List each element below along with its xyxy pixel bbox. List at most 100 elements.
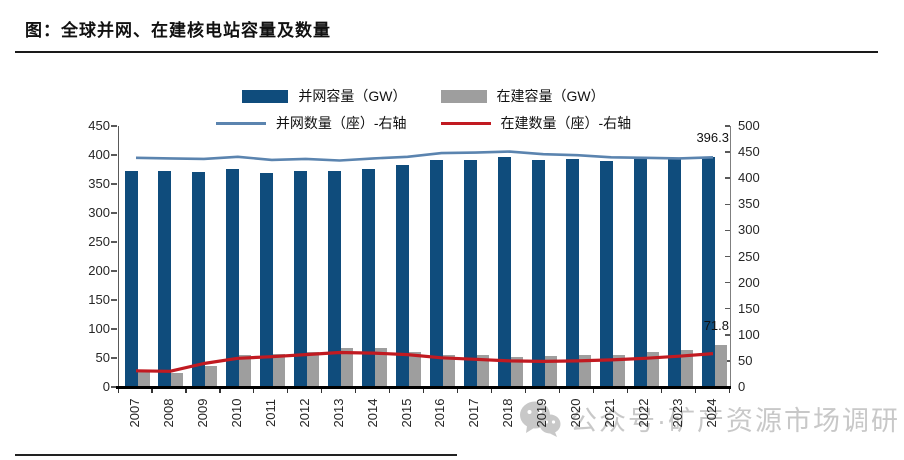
x-axis-tick [253,388,255,393]
x-axis-tick [355,388,357,393]
under-capacity-bar [375,348,388,387]
right-axis-tick-label: 0 [738,379,746,394]
legend-item-under-capacity: 在建容量（GW） [440,86,605,106]
right-axis-tick-label: 150 [738,300,760,316]
right-axis-tick [725,203,730,206]
grid-capacity-bar [294,170,308,387]
grid-capacity-bar [667,159,681,387]
x-axis-tick [287,388,289,393]
title-divider [15,51,878,53]
under-capacity-bar [171,372,184,387]
x-axis-tick [694,388,696,393]
right-axis-tick-label: 50 [738,352,753,368]
grid-capacity-bar [430,160,443,387]
data-label: 396.3 [696,130,729,146]
left-axis-tick [111,212,117,214]
under-capacity-bar [137,371,150,387]
watermark: 公众号·矿产资源市场调研 [519,399,900,438]
wechat-icon [520,401,561,437]
x-axis-year-label: 2021 [602,398,618,428]
under-capacity-bar [307,352,320,387]
left-axis-tick [111,270,117,272]
legend-label-grid-count: 并网数量（座）-右轴 [275,115,407,131]
chart-title: 图：全球并网、在建核电站容量及数量 [25,21,331,40]
grid-capacity-bar [328,171,342,387]
x-axis-tick [592,388,594,393]
right-axis-tick-label: 450 [738,144,760,160]
legend-label-under-count: 在建数量（座）-右轴 [500,115,632,131]
left-axis-tick-label: 150 [88,292,110,307]
x-axis-tick [558,388,560,393]
grid-capacity-bar [362,168,376,387]
under-capacity-bar [680,349,693,387]
right-axis-tick [725,151,730,153]
x-axis-year-label: 2013 [330,398,346,428]
x-axis-year-label: 2010 [228,398,244,428]
x-axis-tick [185,388,187,393]
x-axis-year-label: 2023 [670,398,686,428]
grid-capacity-bar [633,158,647,387]
grid-capacity-bar [531,159,545,387]
grid-capacity-bar [497,157,511,387]
left-axis-tick [111,328,117,330]
grid-capacity-bar [701,157,715,387]
grid-capacity-bar [260,173,274,387]
watermark-text: 公众号·矿产资源市场调研 [570,406,900,436]
left-axis-tick [111,154,117,156]
x-axis-tick [660,388,662,393]
under-capacity-swatch [440,89,487,103]
chart-legend: 并网容量（GW） 在建容量（GW） 并网数量（座）-右轴 在建数量（座）-右轴 [118,86,729,133]
under-capacity-bar [578,355,591,387]
x-axis-tick [490,388,493,393]
grid-capacity-bar [124,171,138,387]
left-axis-tick-label: 0 [102,379,110,394]
x-axis-year-label: 2017 [466,398,482,428]
left-axis-tick [111,241,117,243]
right-axis-tick-label: 300 [738,222,760,238]
grid-capacity-bar [463,159,477,387]
grid-capacity-bar [226,169,240,387]
under-count-line-swatch [440,121,491,125]
x-axis-tick [524,388,527,393]
under-capacity-bar [612,354,625,387]
right-axis-tick [725,177,730,179]
x-axis-year-label: 2018 [500,398,516,428]
x-axis-year-label: 2009 [194,398,210,428]
legend-item-grid-count: 并网数量（座）-右轴 [215,113,407,133]
x-axis-tick [456,388,459,393]
plot-area: 396.3 71.8 [118,126,731,387]
legend-row-lines: 并网数量（座）-右轴 在建数量（座）-右轴 [215,113,632,133]
legend-item-grid-capacity: 并网容量（GW） [242,86,407,106]
legend-row-bars: 并网容量（GW） 在建容量（GW） [242,86,605,106]
legend-item-under-count: 在建数量（座）-右轴 [440,113,632,133]
x-axis-tick [423,388,425,393]
grid-count-line [135,150,714,162]
under-capacity-bar [443,355,455,387]
grid-capacity-bar [192,172,206,387]
right-axis-tick-label: 400 [738,170,760,186]
under-capacity-bar [205,365,218,387]
left-axis-tick [111,125,117,127]
right-axis-tick-label: 100 [738,326,760,342]
left-axis-tick-label: 100 [88,321,110,336]
under-capacity-bar [409,352,422,387]
x-axis-year-label: 2007 [126,398,142,428]
grid-count-line-swatch [215,121,266,125]
right-axis-tick [725,229,730,232]
right-axis-tick [725,360,730,362]
grid-capacity-bar [565,159,579,387]
left-axis-tick-label: 300 [88,205,110,220]
under-capacity-bar [273,353,286,387]
line-series-layer [135,150,714,373]
x-axis-year-label: 2015 [398,398,414,428]
x-axis-tick [117,388,119,393]
grid-capacity-bar [599,161,613,387]
grid-capacity-swatch [242,89,289,103]
grid-capacity-bar [396,164,410,387]
under-capacity-bar [714,345,727,387]
under-capacity-bar [476,354,489,387]
x-axis-tick [321,388,323,393]
left-axis-tick-label: 200 [88,263,110,278]
left-axis-tick-label: 50 [95,350,110,365]
left-axis-tick-label: 400 [88,147,110,162]
